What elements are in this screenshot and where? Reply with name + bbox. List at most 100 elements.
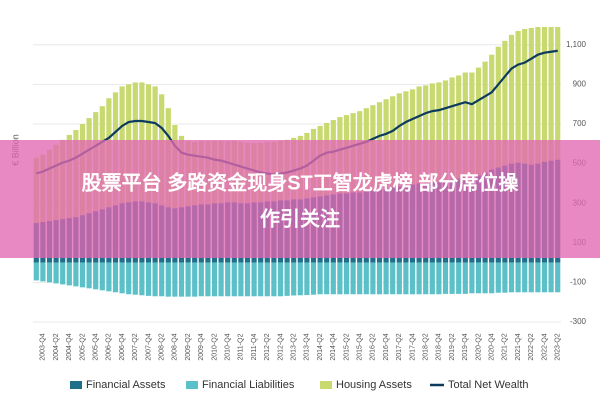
bar [416,86,422,184]
bar [198,262,204,297]
bar [482,61,488,173]
x-tick-label: 2015-Q4 [357,333,364,360]
bar [231,262,237,297]
x-tick-label: 2018-Q4 [436,333,443,360]
x-tick-label: 2007-Q2 [132,333,139,360]
x-tick-label: 2005-Q2 [79,333,86,360]
y-tick-label: 900 [573,80,587,89]
bar [403,262,409,295]
x-tick-label: 2014-Q2 [317,333,324,360]
legend-label: Financial Assets [86,379,166,391]
bar [357,262,363,295]
bar [258,262,264,297]
bar [33,262,39,281]
bar [152,262,158,297]
bar [53,262,59,284]
bar [528,262,534,293]
bar [409,262,416,295]
bar [475,67,482,176]
bar [515,262,521,293]
bar [469,262,475,294]
x-tick-label: 2010-Q2 [211,333,218,360]
bar [106,262,112,292]
bar [238,262,244,297]
bar [495,262,501,293]
x-tick-label: 2006-Q2 [106,333,113,360]
bar [264,262,270,297]
bar [429,262,435,295]
bar [423,262,429,295]
bar [112,262,119,293]
x-tick-label: 2005-Q4 [93,333,100,360]
bar [310,262,317,295]
bar [178,262,185,297]
x-tick-label: 2018-Q2 [423,333,430,360]
x-tick-label: 2014-Q4 [330,333,337,360]
bar [429,83,435,183]
x-tick-label: 2008-Q2 [159,333,166,360]
bar [284,262,290,296]
bar [482,262,488,294]
bar [475,262,482,294]
bar [456,75,462,179]
bar [416,262,422,295]
bar [449,262,455,294]
bar [555,262,561,293]
bar [132,262,138,295]
bar [218,262,224,297]
bar [436,82,442,183]
x-tick-label: 2017-Q2 [396,333,403,360]
bar [449,77,455,180]
legend-label: Financial Liabilities [202,379,295,391]
bar [86,262,92,289]
bar [489,262,495,294]
bar [46,262,53,283]
bar [469,72,475,180]
bar [244,262,251,297]
x-tick-label: 2008-Q4 [172,333,179,360]
bar [225,262,231,297]
bar [363,262,369,295]
bar [119,262,125,294]
bar [528,27,534,165]
bar [535,262,541,293]
x-tick-label: 2009-Q2 [185,333,192,360]
banner-text: 股票平台 多路资金现身ST工智龙虎榜 部分席位操 [82,170,520,194]
bar [165,262,171,297]
legend-label: Total Net Wealth [448,379,529,391]
y-tick-label: 700 [573,119,587,128]
x-tick-label: 2012-Q2 [264,333,271,360]
bar [297,262,303,296]
bar [548,26,554,161]
x-tick-label: 2013-Q2 [291,333,298,360]
bar [330,262,336,295]
x-tick-label: 2011-Q4 [251,334,258,361]
bar [535,26,541,164]
bar [555,26,561,160]
bar [403,91,409,186]
x-tick-label: 2010-Q4 [225,333,232,360]
x-tick-label: 2004-Q4 [66,333,73,360]
bar [548,262,554,293]
x-tick-label: 2006-Q4 [119,333,126,360]
x-tick-label: 2019-Q4 [462,333,469,360]
x-tick-label: 2007-Q4 [145,333,152,360]
banner [0,140,600,258]
bar [522,262,528,293]
legend-label: Housing Assets [336,379,412,391]
x-tick-label: 2019-Q2 [449,333,456,360]
bar [205,262,211,297]
bar [423,85,429,184]
x-tick-label: 2016-Q4 [383,333,390,360]
x-tick-label: 2020-Q4 [489,333,496,360]
bar [396,262,402,295]
x-tick-label: 2020-Q2 [475,333,482,360]
bar [192,262,198,297]
x-tick-label: 2022-Q4 [541,333,548,360]
bar [291,262,297,296]
bar [350,262,356,295]
bar [442,262,449,294]
bar [126,262,132,295]
bar [376,262,383,295]
